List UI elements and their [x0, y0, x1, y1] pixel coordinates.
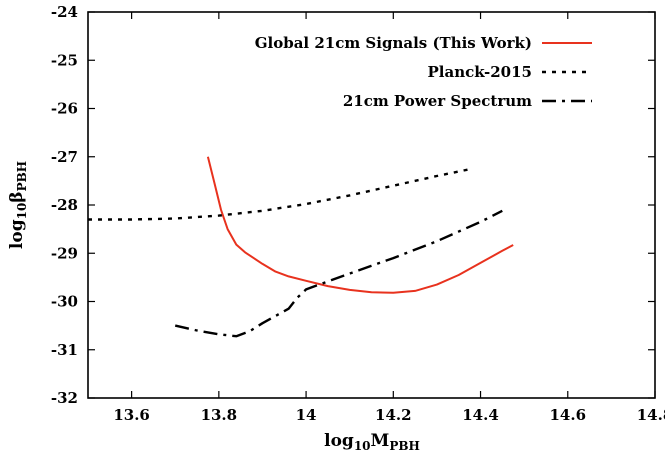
- y-tick-label: -31: [51, 341, 78, 359]
- x-tick-label: 14.6: [549, 406, 586, 424]
- x-tick-label: 14: [296, 406, 317, 424]
- y-tick-label: -32: [51, 389, 78, 407]
- x-tick-label: 14.2: [375, 406, 412, 424]
- x-tick-label: 13.8: [201, 406, 238, 424]
- y-tick-label: -24: [51, 3, 78, 21]
- x-tick-label: 14.4: [462, 406, 499, 424]
- plot-frame: [87, 11, 656, 399]
- y-tick-label: -28: [51, 196, 78, 214]
- legend: Global 21cm Signals (This Work) Planck-20…: [255, 34, 592, 110]
- legend-label-1: Global 21cm Signals (This Work): [255, 34, 532, 52]
- series-line-1: [206, 156, 514, 294]
- ticks: [88, 11, 656, 399]
- y-tick-label: -27: [51, 148, 78, 166]
- x-tick-label: 13.6: [113, 406, 150, 424]
- tick-labels: 13.6 13.8 14 14.2 14.4 14.6 14.8 -32 -31 -30 -29 -2…: [51, 3, 665, 424]
- y-axis-title: log10βPBH: [7, 161, 29, 249]
- x-axis-title: log10MPBH: [324, 431, 420, 453]
- legend-label-3: 21cm Power Spectrum: [343, 92, 532, 110]
- series-line-2: [88, 167, 473, 221]
- series-lines: [88, 156, 514, 338]
- series-line-3: [174, 209, 503, 338]
- y-tick-label: -30: [51, 293, 78, 311]
- y-tick-label: -25: [51, 51, 78, 69]
- y-tick-label: -26: [51, 100, 78, 118]
- legend-label-2: Planck-2015: [428, 63, 533, 81]
- y-tick-label: -29: [51, 244, 78, 262]
- x-tick-label: 14.8: [637, 406, 665, 424]
